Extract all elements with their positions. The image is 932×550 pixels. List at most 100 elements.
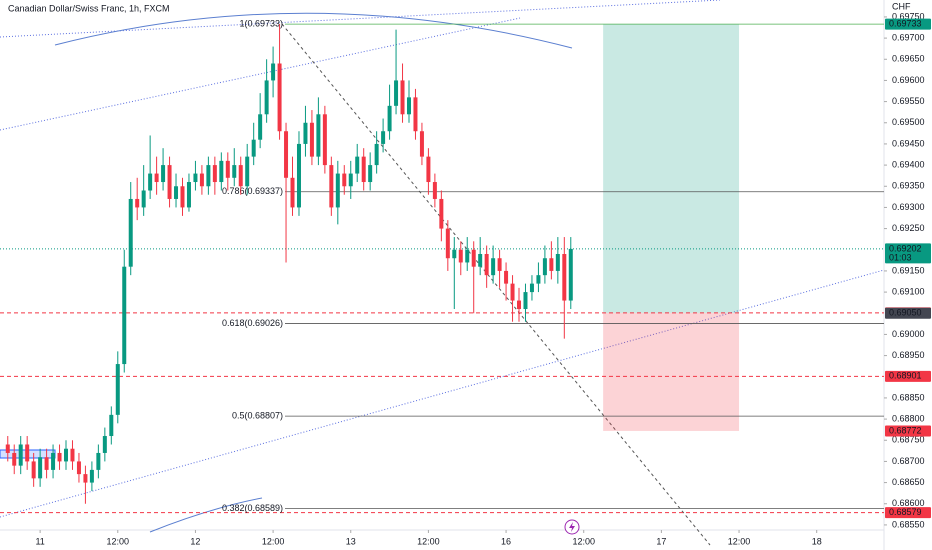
y-tick-label: 0.69500 xyxy=(892,117,925,127)
price-badge xyxy=(885,507,931,519)
candle-body xyxy=(374,143,379,166)
candle-body xyxy=(70,448,75,462)
fib-label: 0.382(0.68589) xyxy=(222,503,283,513)
candle-body xyxy=(18,444,23,466)
chart-title: Canadian Dollar/Swiss Franc, 1h, FXCM xyxy=(8,3,170,13)
profit-zone xyxy=(603,24,740,313)
candle-body xyxy=(452,249,457,259)
axis-unit: CHF xyxy=(892,1,911,11)
candle-body xyxy=(439,198,444,229)
candle-body xyxy=(44,457,49,470)
x-tick-label: 16 xyxy=(501,536,511,546)
countdown: 01:03 xyxy=(889,252,912,262)
candle-body xyxy=(400,80,405,115)
candle-body xyxy=(517,300,522,310)
price-badge-label: 0.69733 xyxy=(889,19,922,29)
x-tick-label: 13 xyxy=(346,536,356,546)
candle-body xyxy=(303,122,308,144)
candle-body xyxy=(497,258,502,271)
candle-body xyxy=(96,452,101,470)
candle-body xyxy=(38,457,43,479)
candle-body xyxy=(128,198,133,267)
candle-body xyxy=(562,253,567,301)
y-tick-label: 0.69250 xyxy=(892,223,925,233)
candle-body xyxy=(148,173,153,191)
candle-body xyxy=(381,131,386,144)
candle-body xyxy=(277,63,282,132)
x-tick-label: 12:00 xyxy=(262,536,285,546)
y-tick-label: 0.68950 xyxy=(892,350,925,360)
y-tick-label: 0.69650 xyxy=(892,54,925,64)
candle-body xyxy=(174,186,179,199)
candle-body xyxy=(549,258,554,271)
candle-body xyxy=(89,469,94,483)
price-badge-label: 0.68579 xyxy=(889,507,922,517)
y-tick-label: 0.68600 xyxy=(892,498,925,508)
y-tick-label: 0.68850 xyxy=(892,392,925,402)
candle-body xyxy=(245,156,250,187)
arc xyxy=(54,12,573,49)
price-badge-label: 0.69050 xyxy=(889,308,922,318)
candle-body xyxy=(413,97,418,132)
candle-body xyxy=(432,182,437,199)
y-tick-label: 0.69550 xyxy=(892,96,925,106)
candle-body xyxy=(102,436,107,453)
candle-body xyxy=(510,283,515,301)
candle-body xyxy=(342,173,347,187)
x-tick-label: 12:00 xyxy=(107,536,130,546)
candle-body xyxy=(186,182,191,208)
candle-body xyxy=(135,198,140,208)
candle-body xyxy=(335,173,340,208)
y-tick-label: 0.69100 xyxy=(892,286,925,296)
candle-body xyxy=(271,63,276,81)
candle-body xyxy=(465,249,470,263)
candle-body xyxy=(361,156,366,183)
candle-body xyxy=(232,165,237,178)
candle-body xyxy=(238,165,243,187)
candle-body xyxy=(491,258,496,276)
candle-body xyxy=(471,249,476,267)
candle-body xyxy=(83,474,88,483)
y-tick-label: 0.68550 xyxy=(892,519,925,529)
candle-body xyxy=(387,105,392,132)
fib-label: 0.5(0.68807) xyxy=(232,411,283,421)
y-tick-label: 0.69300 xyxy=(892,202,925,212)
candle-body xyxy=(167,165,172,199)
candle-body xyxy=(478,253,483,267)
candle-body xyxy=(212,165,217,183)
price-badge-label: 0.68901 xyxy=(889,371,922,381)
y-tick-label: 0.68650 xyxy=(892,477,925,487)
y-tick-label: 0.69350 xyxy=(892,181,925,191)
candle-body xyxy=(31,461,36,479)
candle-body xyxy=(445,228,450,259)
candle-body xyxy=(290,177,295,208)
candle-body xyxy=(199,173,204,187)
candle-body xyxy=(25,444,30,462)
candle-body xyxy=(154,173,159,183)
x-tick-label: 17 xyxy=(656,536,666,546)
y-tick-label: 0.69700 xyxy=(892,32,925,42)
x-tick-label: 11 xyxy=(35,536,44,546)
x-tick-label: 12:00 xyxy=(417,536,440,546)
candle-body xyxy=(141,190,146,208)
y-tick-label: 0.69400 xyxy=(892,159,925,169)
candle-body xyxy=(322,114,327,166)
candle-body xyxy=(225,160,230,178)
candle-body xyxy=(76,461,81,475)
candle-body xyxy=(264,80,269,115)
candle-body xyxy=(419,131,424,157)
fib-label: 0.618(0.69026) xyxy=(222,318,283,328)
candle-body xyxy=(484,253,489,276)
candle-body xyxy=(193,173,198,183)
y-tick-label: 0.69000 xyxy=(892,329,925,339)
price-badge-label: 0.68772 xyxy=(889,425,922,435)
candle-body xyxy=(348,173,353,187)
candle-body xyxy=(329,165,334,208)
candle-body xyxy=(406,97,411,115)
candle-body xyxy=(115,364,120,415)
candle-body xyxy=(296,143,301,208)
candle-body xyxy=(458,249,463,263)
candle-body xyxy=(355,156,360,174)
candle-body xyxy=(206,165,211,187)
